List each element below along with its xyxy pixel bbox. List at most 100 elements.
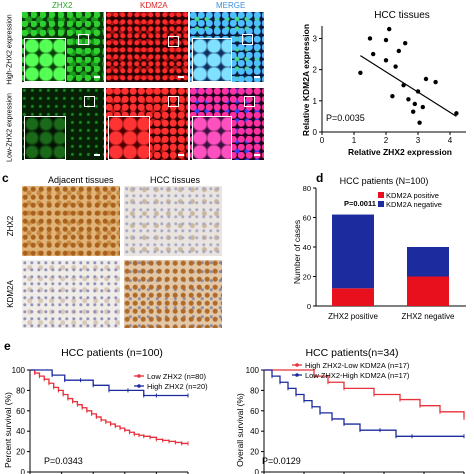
km2-legend-label: Low ZHX2-High KDM2A (n=17) <box>305 371 410 380</box>
km1-y-tick-label: 20 <box>16 448 25 457</box>
bar-segment <box>407 276 449 306</box>
bar-category-label: ZHX2 positive <box>328 312 378 321</box>
bar-title: HCC patients (N=100) <box>340 176 429 186</box>
if-image-low-zhx2 <box>22 88 104 160</box>
scatter-xlabel: Relative ZHX2 expression <box>348 147 452 157</box>
km1-ylabel: Percent survival (%) <box>3 392 13 468</box>
scatter-point <box>420 104 425 110</box>
km2-pvalue: P=0.0129 <box>262 456 301 466</box>
scatter-y-tick-label: 1 <box>313 97 318 106</box>
scatter-point <box>403 40 408 46</box>
km2-title: HCC patients(n=34) <box>305 347 398 359</box>
ihc-col-label-hcc: HCC tissues <box>150 175 201 185</box>
scatter-point <box>358 70 363 75</box>
bar-y-tick-label: 80 <box>303 184 311 193</box>
scatter-x-tick-label: 2 <box>384 136 389 145</box>
bar-segment <box>332 214 374 289</box>
scatter-point <box>433 79 438 85</box>
km1-legend-marker <box>137 374 141 378</box>
km2-y-tick-label: 100 <box>246 366 260 375</box>
bar-segment <box>332 288 374 306</box>
panel-e-letter: e <box>4 339 11 353</box>
bar-y-tick-label: 60 <box>303 214 311 223</box>
ihc-row-label-zhx2: ZHX2 <box>6 215 15 237</box>
km1-survival-curve <box>30 369 188 445</box>
scatter-point <box>415 89 421 94</box>
scatter-point <box>401 83 406 88</box>
panel-d-letter: d <box>316 171 323 185</box>
ihc-image-adjacent-zhx2 <box>22 186 120 256</box>
km1-title: HCC patients (n=100) <box>61 347 163 359</box>
scatter-ylabel: Relative KDM2A expression <box>301 24 311 136</box>
bar-category-label: ZHX2 negative <box>402 312 455 321</box>
km1-legend-marker <box>137 384 141 388</box>
bar-ylabel: Number of cases <box>292 220 302 284</box>
bar-legend-label: KDM2A negative <box>386 200 442 209</box>
scatter-y-tick-label: 2 <box>313 66 318 75</box>
if-micrograph-panel: ZHX2 KDM2A MERGE High-ZHX2 expression Lo… <box>0 0 264 165</box>
panel-c-letter: c <box>2 171 9 185</box>
ihc-image-adjacent-kdm2a <box>22 260 120 328</box>
km2-y-tick-label: 40 <box>250 427 259 436</box>
ihc-image-hcc-kdm2a <box>124 260 222 328</box>
if-col-label-merge: MERGE <box>216 1 246 10</box>
bar-y-tick-label: 20 <box>303 273 311 282</box>
km2-survival-curve <box>264 369 464 437</box>
bar-legend-swatch <box>378 192 384 198</box>
if-image-low-kdm2a <box>106 88 188 160</box>
ihc-image-hcc-zhx2 <box>124 186 222 256</box>
if-image-high-zhx2 <box>22 12 104 82</box>
km2-y-tick-label: 20 <box>250 448 259 457</box>
if-row-label-low: Low-ZHX2 expression <box>6 93 14 162</box>
km-chart-right: HCC patients(n=34) Overall survival (%) … <box>236 347 465 474</box>
km1-legend-label: Low ZHX2 (n=80) <box>147 372 206 381</box>
if-col-label-kdm2a: KDM2A <box>140 1 168 10</box>
if-image-high-kdm2a <box>106 12 188 82</box>
km1-y-tick-label: 0 <box>21 468 26 474</box>
ihc-row-label-kdm2a: KDM2A <box>6 280 15 308</box>
scatter-y-tick-label: 3 <box>313 34 318 43</box>
stacked-bar-chart: d HCC patients (N=100) Number of cases P… <box>292 171 466 321</box>
scatter-point <box>383 37 389 43</box>
km2-y-tick-label: 60 <box>250 407 259 416</box>
if-col-label-zhx2: ZHX2 <box>52 1 73 10</box>
bar-legend-label: KDM2A positive <box>386 191 439 200</box>
if-image-low-merge <box>190 88 264 160</box>
km-chart-left: e HCC patients (n=100) Percent survival … <box>3 339 208 474</box>
scatter-fit-line <box>360 55 457 117</box>
km2-ylabel: Overall survival (%) <box>236 393 245 467</box>
scatter-chart: HCC tissues Relative KDM2A expression Re… <box>301 10 466 157</box>
scatter-point <box>423 76 429 82</box>
bar-y-tick-label: 40 <box>303 243 311 252</box>
scatter-point <box>396 48 401 54</box>
if-image-high-merge <box>190 12 264 82</box>
km1-y-tick-label: 60 <box>16 407 25 416</box>
scatter-x-tick-label: 3 <box>416 136 421 145</box>
km1-legend-label: High ZHX2 (n=20) <box>147 382 208 391</box>
scatter-point <box>387 26 392 32</box>
ihc-col-label-adjacent: Adjacent tissues <box>48 175 114 185</box>
scatter-x-tick-label: 4 <box>448 136 453 145</box>
scatter-point <box>367 36 373 41</box>
km2-legend-marker <box>295 373 299 377</box>
km1-y-tick-label: 100 <box>12 366 26 375</box>
bar-legend-swatch <box>378 201 384 207</box>
scatter-x-tick-label: 0 <box>320 136 325 145</box>
scatter-point <box>411 109 416 114</box>
km1-pvalue: P=0.0343 <box>44 456 83 466</box>
bar-pvalue: P=0.0011 <box>344 199 376 208</box>
bar-y-tick-label: 0 <box>307 302 311 311</box>
scatter-pvalue: P=0.0035 <box>326 113 365 123</box>
scatter-point <box>454 111 459 116</box>
scatter-title: HCC tissues <box>374 10 430 21</box>
scatter-point <box>383 58 389 63</box>
scatter-y-tick-label: 0 <box>313 128 318 137</box>
scatter-point <box>390 93 395 99</box>
scatter-point <box>412 101 417 107</box>
bar-segment <box>407 247 449 277</box>
km2-legend-marker <box>295 363 299 367</box>
scatter-point <box>393 64 398 69</box>
scatter-point <box>417 120 422 125</box>
ihc-panel: c Adjacent tissues HCC tissues ZHX2 KDM2… <box>0 170 262 330</box>
km2-legend-label: High ZHX2-Low KDM2A (n=17) <box>305 361 410 370</box>
